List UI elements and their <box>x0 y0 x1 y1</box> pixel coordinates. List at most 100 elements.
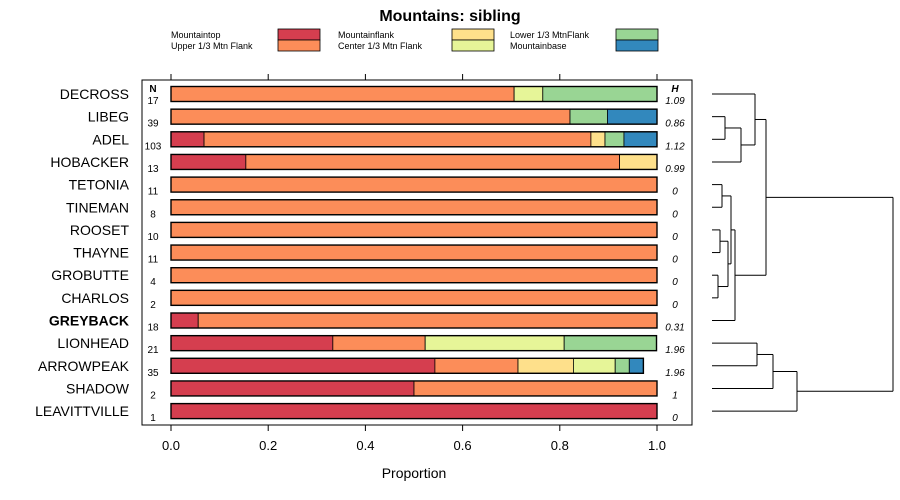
n-value: 39 <box>147 119 159 130</box>
legend-label: Mountainflank <box>338 30 395 40</box>
bar-row: ARROWPEAK 35 1.96 <box>38 357 685 379</box>
category-label: GROBUTTE <box>51 267 129 283</box>
bar-outline <box>170 176 658 193</box>
bar-row: CHARLOS 2 0 <box>61 289 678 311</box>
category-label: ROOSET <box>70 222 130 238</box>
legend-label: Mountaintop <box>171 30 221 40</box>
x-tick-label: 0.0 <box>162 438 180 453</box>
bar-outline <box>170 357 645 374</box>
category-label: CHARLOS <box>61 290 129 306</box>
bar-segment <box>573 357 616 374</box>
legend-swatch <box>615 39 659 52</box>
bar-segment <box>542 86 658 102</box>
bar-row: GROBUTTE 4 0 <box>51 267 678 288</box>
bar-segment <box>170 335 334 352</box>
bar-segment <box>197 312 658 329</box>
n-column-header: N <box>149 84 156 95</box>
n-value: 8 <box>150 209 156 220</box>
bar-segment <box>434 357 519 374</box>
chart-title: Mountains: sibling <box>379 8 520 25</box>
bar-row: HOBACKER 13 0.99 <box>50 153 685 175</box>
x-tick-label: 0.8 <box>551 438 569 453</box>
bar-segment <box>170 154 247 170</box>
h-value: 0 <box>672 300 678 311</box>
bar-segment <box>170 312 199 329</box>
h-value: 1 <box>672 390 678 401</box>
bar-outline <box>170 312 658 329</box>
bar-outline <box>170 131 658 148</box>
plot-frame <box>141 79 693 426</box>
bar-segment <box>203 131 592 148</box>
x-axis-label: Proportion <box>382 465 447 481</box>
bar-segment <box>170 221 658 238</box>
bar-outline <box>170 244 658 261</box>
bar-row: THAYNE 11 0 <box>73 244 678 266</box>
bar-outline <box>170 289 658 307</box>
n-value: 21 <box>147 345 159 356</box>
x-tick-label: 0.6 <box>454 438 472 453</box>
legend-swatch <box>451 39 495 52</box>
category-label: GREYBACK <box>49 313 129 329</box>
legend-swatch <box>277 28 321 41</box>
legend-label: Upper 1/3 Mtn Flank <box>171 41 253 51</box>
n-value: 11 <box>148 187 159 198</box>
n-value: 35 <box>147 368 159 379</box>
category-label: LIBEG <box>88 109 129 125</box>
x-tick-label: 1.0 <box>648 438 666 453</box>
bar-segment <box>607 108 658 125</box>
bar-row: GREYBACK 18 0.31 <box>49 312 685 334</box>
bar-outline <box>170 221 658 239</box>
bar-segment <box>170 108 571 125</box>
n-value: 13 <box>147 164 159 175</box>
bar-outline <box>170 153 658 171</box>
x-tick-label: 0.4 <box>356 438 374 453</box>
bar-segment <box>170 176 658 193</box>
n-value: 103 <box>145 141 162 152</box>
n-value: 1 <box>150 413 156 424</box>
bar-row: LIONHEAD 21 1.96 <box>57 334 685 356</box>
bar-segment <box>628 357 644 374</box>
legend-swatch <box>277 39 321 52</box>
bar-row: LIBEG 39 0.86 <box>88 108 685 130</box>
bar-segment <box>170 403 658 420</box>
bar-segment <box>590 131 606 148</box>
bar-segment <box>170 357 436 374</box>
bar-outline <box>170 85 658 103</box>
category-label: LIONHEAD <box>57 335 129 351</box>
bar-segment <box>170 131 205 148</box>
bar-row: SHADOW 2 1 <box>66 380 678 401</box>
bar-segment <box>604 131 625 148</box>
bar-segment <box>619 154 658 170</box>
category-label: LEAVITTVILLE <box>35 403 129 419</box>
category-label: ADEL <box>92 131 129 147</box>
top-ticks <box>170 74 658 80</box>
bar-row: DECROSS 17 1.09 <box>60 85 685 107</box>
bar-outline <box>170 380 658 397</box>
n-value: 10 <box>147 232 159 243</box>
bar-segment <box>170 289 658 306</box>
h-value: 0 <box>672 277 678 288</box>
x-axis: 0.0 0.2 0.4 0.6 0.8 1.0 <box>162 425 666 453</box>
bar-outline <box>170 402 658 420</box>
bar-segment <box>332 335 426 352</box>
h-value: 0.86 <box>665 119 685 130</box>
h-value: 0 <box>672 232 678 243</box>
bar-segment <box>517 357 574 374</box>
h-value: 0.31 <box>665 323 684 334</box>
category-label: SHADOW <box>66 380 130 396</box>
bar-row: TINEMAN 8 0 <box>66 199 678 220</box>
bar-segment <box>563 335 657 352</box>
n-value: 18 <box>147 323 159 334</box>
x-tick-label: 0.2 <box>259 438 277 453</box>
bar-row: ADEL 103 1.12 <box>92 131 685 152</box>
h-value: 1.09 <box>665 96 685 107</box>
legend-label: Lower 1/3 MtnFlank <box>510 30 590 40</box>
bar-segment <box>413 380 658 397</box>
bar-segment <box>513 86 544 102</box>
bar-row: ROOSET 10 0 <box>70 221 678 243</box>
h-value: 1.96 <box>665 345 685 356</box>
h-value: 0 <box>672 413 678 424</box>
